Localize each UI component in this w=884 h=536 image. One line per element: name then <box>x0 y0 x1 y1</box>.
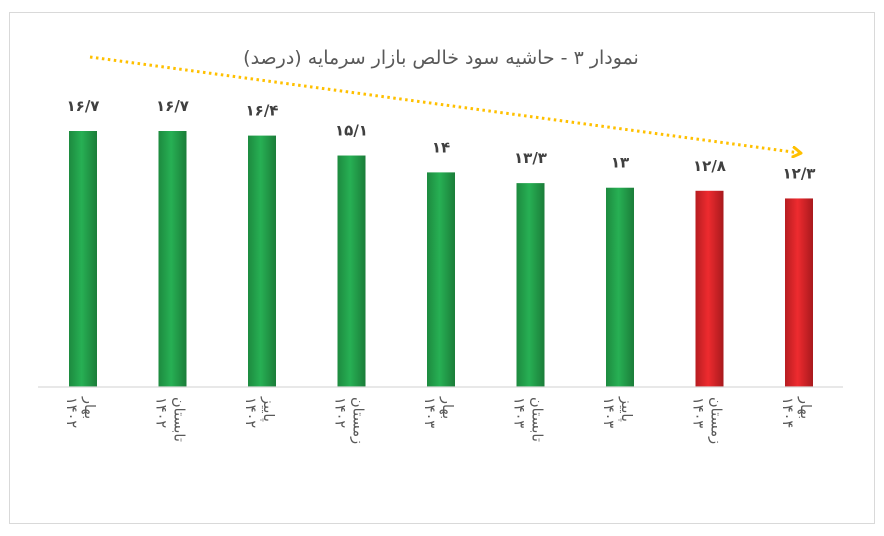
data-label-2: ۱۶/۷ <box>156 97 189 115</box>
category-label-5: بهار۱۴۰۳ <box>421 396 455 428</box>
data-label-4: ۱۵/۱ <box>335 122 368 140</box>
category-label-1: بهار۱۴۰۲ <box>63 396 97 428</box>
bar-1 <box>69 131 97 387</box>
data-label-3: ۱۶/۴ <box>246 102 279 120</box>
bar-5 <box>427 172 455 387</box>
bar-6 <box>516 183 545 387</box>
bars-group: ۱۶/۷ بهار۱۴۰۲ ۱۶/۷ تابستان۱۴۰۲ ۱۶/۴ پاییز۱۴۰۲… <box>63 97 815 444</box>
data-label-6: ۱۳/۳ <box>514 149 547 167</box>
data-label-5: ۱۴ <box>432 138 450 156</box>
category-label-2: تابستان۱۴۰۲ <box>153 397 187 442</box>
category-label-9: بهار۱۴۰۴ <box>779 396 813 428</box>
data-label-1: ۱۶/۷ <box>67 97 100 115</box>
bar-2 <box>158 131 187 387</box>
category-label-4: زمستان۱۴۰۲ <box>332 397 366 444</box>
chart-title: نمودار ۳ - حاشیه سود خالص بازار سرمایه (… <box>243 47 639 69</box>
bar-9 <box>785 198 813 387</box>
data-label-8: ۱۲/۸ <box>693 157 726 175</box>
category-label-8: زمستان۱۴۰۳ <box>690 397 724 444</box>
bar-7 <box>606 187 634 387</box>
category-label-6: تابستان۱۴۰۳ <box>511 397 545 442</box>
category-label-3: پاییز۱۴۰۲ <box>242 396 276 428</box>
bar-4 <box>337 155 366 387</box>
data-label-7: ۱۳ <box>611 154 629 172</box>
bar-3 <box>248 135 276 387</box>
data-label-9: ۱۲/۳ <box>783 164 816 182</box>
bar-8 <box>695 190 724 387</box>
category-label-7: پاییز۱۴۰۳ <box>600 396 634 428</box>
